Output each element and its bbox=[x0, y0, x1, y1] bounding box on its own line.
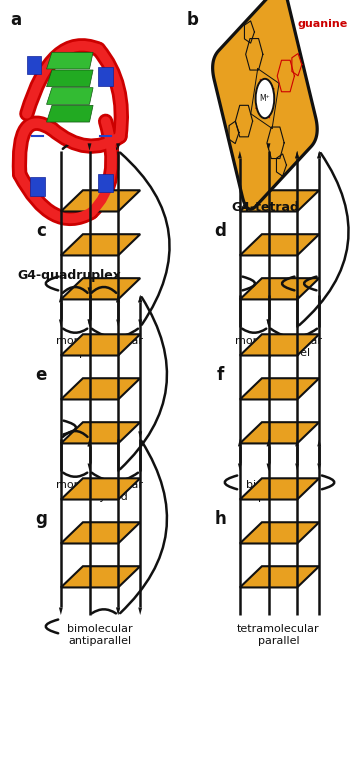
Text: h: h bbox=[214, 510, 226, 528]
Bar bbox=[98, 67, 113, 86]
Polygon shape bbox=[88, 320, 91, 327]
Text: e: e bbox=[35, 366, 47, 384]
Text: monomolecular
antiparallel: monomolecular antiparallel bbox=[235, 336, 322, 358]
Bar bbox=[30, 177, 45, 196]
Polygon shape bbox=[240, 422, 319, 443]
Polygon shape bbox=[138, 295, 142, 302]
Text: guanine: guanine bbox=[297, 19, 347, 29]
Text: f: f bbox=[217, 366, 224, 384]
Bar bbox=[27, 56, 41, 74]
Text: g: g bbox=[35, 510, 47, 528]
Polygon shape bbox=[61, 522, 140, 543]
Polygon shape bbox=[61, 566, 140, 587]
Text: tetramolecular
parallel: tetramolecular parallel bbox=[237, 624, 320, 646]
Polygon shape bbox=[61, 378, 140, 399]
Polygon shape bbox=[61, 234, 140, 255]
Polygon shape bbox=[138, 608, 142, 615]
Polygon shape bbox=[267, 439, 270, 446]
Polygon shape bbox=[240, 522, 319, 543]
Polygon shape bbox=[295, 463, 299, 471]
Polygon shape bbox=[267, 320, 270, 327]
Text: M⁺: M⁺ bbox=[260, 94, 270, 103]
Polygon shape bbox=[213, 0, 317, 209]
Polygon shape bbox=[61, 478, 140, 500]
Polygon shape bbox=[59, 295, 63, 302]
Text: d: d bbox=[214, 222, 226, 240]
Polygon shape bbox=[240, 566, 319, 587]
Polygon shape bbox=[59, 608, 63, 615]
Polygon shape bbox=[61, 190, 140, 211]
Circle shape bbox=[256, 79, 274, 118]
Polygon shape bbox=[116, 295, 120, 302]
Text: a: a bbox=[11, 11, 22, 30]
Polygon shape bbox=[317, 151, 321, 158]
Polygon shape bbox=[240, 478, 319, 500]
Polygon shape bbox=[240, 334, 319, 356]
Polygon shape bbox=[138, 431, 142, 439]
Polygon shape bbox=[240, 278, 319, 299]
Polygon shape bbox=[238, 439, 242, 446]
Text: monomolecular
parallel: monomolecular parallel bbox=[56, 336, 143, 358]
Polygon shape bbox=[47, 52, 93, 69]
Polygon shape bbox=[116, 295, 120, 302]
Polygon shape bbox=[317, 439, 321, 446]
Polygon shape bbox=[61, 422, 140, 443]
Polygon shape bbox=[295, 151, 299, 158]
Polygon shape bbox=[238, 463, 242, 471]
Polygon shape bbox=[116, 143, 120, 151]
Polygon shape bbox=[47, 105, 93, 122]
Polygon shape bbox=[47, 88, 93, 105]
Text: c: c bbox=[36, 222, 46, 240]
Polygon shape bbox=[88, 439, 91, 446]
Polygon shape bbox=[295, 439, 299, 446]
Polygon shape bbox=[317, 463, 321, 471]
Bar bbox=[98, 174, 113, 192]
Polygon shape bbox=[61, 278, 140, 299]
Polygon shape bbox=[116, 320, 120, 327]
Polygon shape bbox=[240, 378, 319, 399]
Polygon shape bbox=[59, 320, 63, 327]
Text: G4-tetrad: G4-tetrad bbox=[231, 201, 299, 214]
Polygon shape bbox=[88, 439, 91, 446]
Polygon shape bbox=[88, 463, 91, 471]
Text: monomolecular
3:1 hybrid: monomolecular 3:1 hybrid bbox=[56, 480, 143, 502]
Polygon shape bbox=[138, 295, 142, 302]
Text: G4-quadruplex: G4-quadruplex bbox=[18, 269, 122, 282]
Polygon shape bbox=[267, 320, 270, 327]
Polygon shape bbox=[88, 320, 91, 327]
Polygon shape bbox=[317, 151, 321, 158]
Polygon shape bbox=[238, 151, 242, 158]
Text: bimolecular
antiparallel: bimolecular antiparallel bbox=[67, 624, 132, 646]
Polygon shape bbox=[61, 334, 140, 356]
Polygon shape bbox=[295, 151, 299, 158]
Polygon shape bbox=[116, 608, 120, 615]
Polygon shape bbox=[88, 143, 91, 151]
Polygon shape bbox=[240, 190, 319, 211]
Polygon shape bbox=[116, 608, 120, 615]
Polygon shape bbox=[88, 287, 91, 295]
Text: bimolecular
parallel: bimolecular parallel bbox=[246, 480, 311, 502]
Polygon shape bbox=[240, 234, 319, 255]
Polygon shape bbox=[267, 463, 270, 471]
Polygon shape bbox=[267, 143, 270, 151]
Polygon shape bbox=[47, 70, 93, 86]
Polygon shape bbox=[138, 320, 142, 327]
Text: b: b bbox=[186, 11, 198, 30]
